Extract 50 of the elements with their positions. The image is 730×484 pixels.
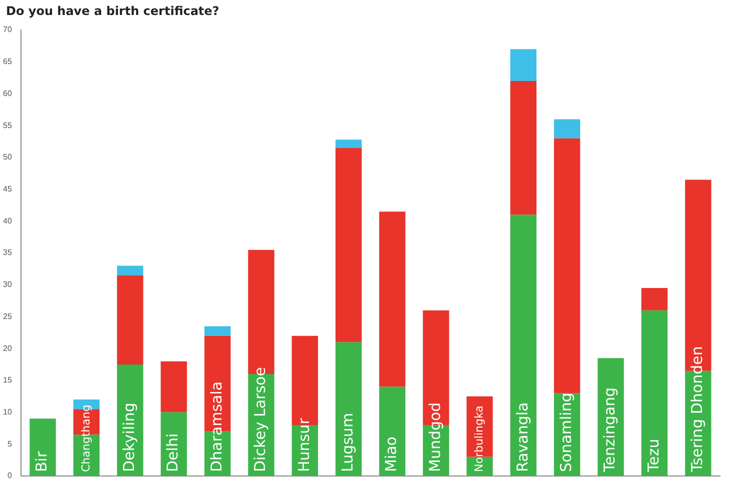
y-tick-label: 60 <box>2 88 12 98</box>
x-tick-label: Dharamsala <box>207 381 226 472</box>
bar <box>641 288 668 310</box>
bar <box>160 412 187 476</box>
y-tick-label: 15 <box>2 376 12 385</box>
x-tick-label: Norbulingka <box>472 406 486 472</box>
y-tick-label: 5 <box>7 439 12 448</box>
x-tick-label: Tsering Dhonden <box>688 346 706 473</box>
x-tick-label: Changthang <box>79 404 92 472</box>
bar <box>510 214 536 476</box>
x-tick-label: Bir <box>32 450 51 472</box>
y-tick-label: 55 <box>2 120 12 130</box>
x-tick-label: Miao <box>382 436 400 472</box>
bar <box>554 119 580 138</box>
x-tick-label: Tenzingang <box>600 387 619 473</box>
bar <box>204 326 231 336</box>
x-tick-label: Sonamling <box>556 392 575 472</box>
bar <box>379 386 406 476</box>
y-tick-label: 30 <box>2 280 12 290</box>
y-tick-label: 20 <box>2 344 12 353</box>
bar <box>117 275 144 364</box>
y-tick-label: 50 <box>2 152 12 162</box>
x-tick-label: Hunsur <box>294 417 313 472</box>
y-tick-label: 40 <box>2 216 12 226</box>
bar <box>30 418 56 476</box>
bar <box>554 138 580 394</box>
y-tick-label: 10 <box>2 407 12 416</box>
bar <box>641 310 668 476</box>
bar <box>510 80 536 215</box>
y-tick-label: 35 <box>2 248 12 258</box>
y-tick-label: 0 <box>7 471 12 480</box>
y-tick-label: 25 <box>2 312 12 321</box>
bar <box>335 140 362 148</box>
x-tick-label: Lugsum <box>338 412 356 472</box>
y-tick-label: 45 <box>2 184 12 194</box>
x-tick-label: Tezu <box>644 438 662 473</box>
chart-title: Do you have a birth certificate? <box>6 4 220 18</box>
y-tick-label: 65 <box>2 57 12 66</box>
x-tick-label: Dickey Larsoe <box>251 367 270 472</box>
bar <box>510 49 536 81</box>
bar <box>335 342 362 476</box>
y-tick-label: 70 <box>2 25 12 34</box>
bar <box>160 361 187 412</box>
x-tick-label: Ravangla <box>513 402 532 472</box>
x-tick-label: Delhi <box>164 433 182 472</box>
bar <box>117 266 144 276</box>
bar <box>379 212 406 387</box>
x-tick-label: Dekyiling <box>120 402 138 472</box>
x-tick-label: Mundgod <box>426 402 444 472</box>
bar <box>335 148 362 342</box>
